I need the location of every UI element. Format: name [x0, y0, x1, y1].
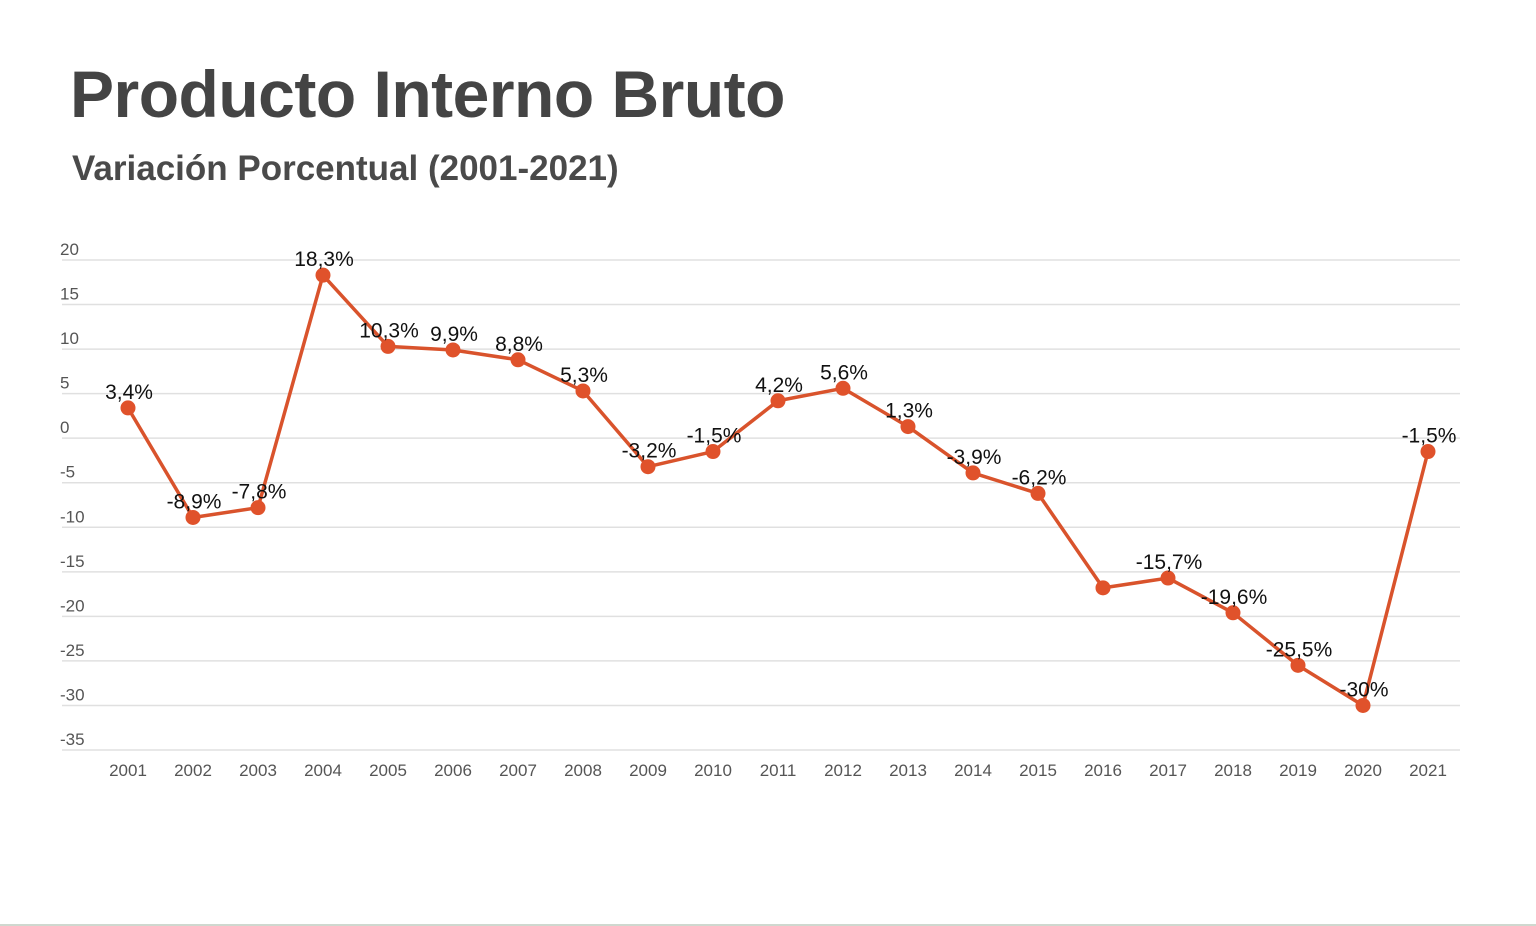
data-point — [185, 509, 201, 525]
y-tick-label: 0 — [60, 418, 69, 437]
data-point — [510, 352, 526, 368]
y-tick-label: -35 — [60, 730, 85, 749]
data-point — [250, 500, 266, 516]
data-point — [1030, 485, 1046, 501]
data-label: -15,7% — [1136, 551, 1203, 574]
x-tick-label: 2021 — [1409, 761, 1447, 780]
data-point — [1160, 570, 1176, 586]
x-tick-label: 2007 — [499, 761, 537, 780]
x-tick-label: 2014 — [954, 761, 992, 780]
bottom-divider — [0, 924, 1536, 926]
data-label: 18,3% — [294, 248, 354, 271]
y-axis-ticks: 20 15 10 5 0 -5 -10 -15 -20 -25 -30 -35 — [60, 240, 85, 749]
data-point — [835, 380, 851, 396]
y-tick-label: -25 — [60, 641, 85, 660]
data-point — [965, 465, 981, 481]
data-points — [120, 267, 1436, 713]
data-labels: 3,4% -8,9% -7,8% 18,3% 10,3% 9,9% 8,8% 5,3% -3,2… — [105, 248, 1456, 701]
x-tick-label: 2020 — [1344, 761, 1382, 780]
series-line — [126, 273, 1430, 708]
data-label: 3,4% — [105, 381, 153, 404]
x-tick-label: 2006 — [434, 761, 472, 780]
gridlines — [62, 259, 1460, 751]
x-tick-label: 2003 — [239, 761, 277, 780]
data-label: 5,6% — [820, 361, 868, 384]
y-tick-label: -20 — [60, 596, 85, 615]
data-label: 4,2% — [755, 374, 803, 397]
y-tick-label: -10 — [60, 507, 85, 526]
data-label: -7,8% — [232, 481, 287, 504]
data-label: -25,5% — [1266, 638, 1333, 661]
y-tick-label: 15 — [60, 285, 79, 304]
data-label: 1,3% — [885, 400, 933, 423]
data-label: -3,9% — [947, 446, 1002, 469]
x-tick-label: 2011 — [760, 761, 797, 780]
data-point — [315, 267, 331, 283]
data-label: 8,8% — [495, 333, 543, 356]
data-point — [1225, 605, 1241, 621]
data-label: -3,2% — [622, 440, 677, 463]
data-label: -1,5% — [687, 425, 742, 448]
data-label: -30% — [1339, 678, 1388, 701]
data-point — [1095, 580, 1111, 596]
x-tick-label: 2018 — [1214, 761, 1252, 780]
data-point — [705, 444, 721, 460]
data-label: 9,9% — [430, 323, 478, 346]
data-point — [900, 419, 916, 435]
x-tick-label: 2013 — [889, 761, 927, 780]
chart-title: Producto Interno Bruto — [70, 57, 785, 131]
x-tick-label: 2004 — [304, 761, 342, 780]
x-tick-label: 2019 — [1279, 761, 1317, 780]
x-axis-ticks: 2001 2002 2003 2004 2005 2006 2007 2008 2009 2010… — [109, 761, 1447, 780]
series-line-path — [126, 273, 1430, 708]
data-point — [575, 383, 591, 399]
x-tick-label: 2005 — [369, 761, 407, 780]
chart-subtitle: Variación Porcentual (2001-2021) — [72, 149, 619, 188]
data-point — [770, 393, 786, 409]
data-label: -1,5% — [1402, 425, 1457, 448]
y-tick-label: 5 — [60, 374, 69, 393]
data-point — [1420, 444, 1436, 460]
data-label: -6,2% — [1012, 466, 1067, 489]
x-tick-label: 2012 — [824, 761, 862, 780]
x-tick-label: 2008 — [564, 761, 602, 780]
data-point — [380, 338, 396, 354]
y-tick-label: 10 — [60, 329, 79, 348]
data-label: 5,3% — [560, 364, 608, 387]
y-tick-label: -15 — [60, 552, 85, 571]
data-point — [640, 459, 656, 475]
x-tick-label: 2017 — [1149, 761, 1187, 780]
y-tick-label: -5 — [60, 463, 75, 482]
data-point — [1355, 697, 1371, 713]
data-point — [120, 400, 136, 416]
data-label: -19,6% — [1201, 586, 1268, 609]
y-tick-label: 20 — [60, 240, 79, 259]
data-point — [1290, 657, 1306, 673]
data-label: 10,3% — [359, 319, 419, 342]
y-tick-label: -30 — [60, 685, 85, 704]
x-tick-label: 2009 — [629, 761, 667, 780]
data-label: -8,9% — [167, 490, 222, 513]
x-tick-label: 2001 — [109, 761, 147, 780]
x-tick-label: 2002 — [174, 761, 212, 780]
x-tick-label: 2015 — [1019, 761, 1057, 780]
x-tick-label: 2016 — [1084, 761, 1122, 780]
data-point — [445, 342, 461, 358]
x-tick-label: 2010 — [694, 761, 732, 780]
